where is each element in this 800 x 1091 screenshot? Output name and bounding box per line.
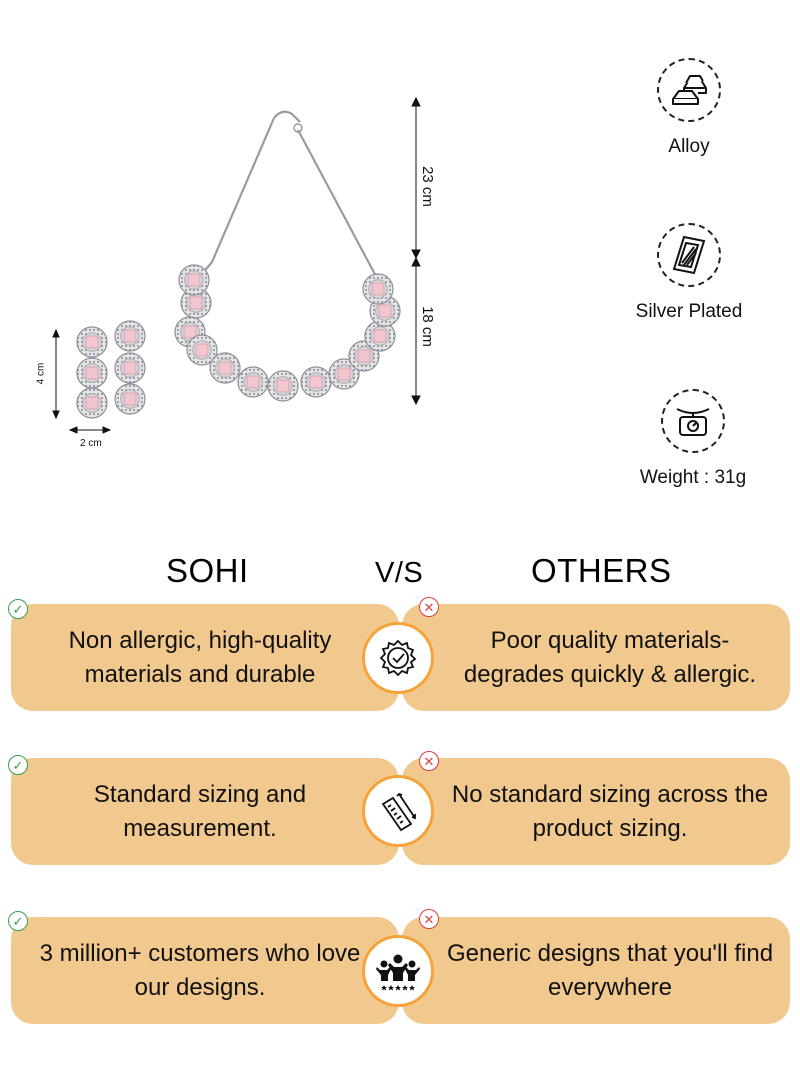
cross-icon: ✕ bbox=[419, 909, 439, 929]
necklace-bottom-dimension: 18 cm bbox=[418, 306, 436, 347]
feature-weight: Weight : 31g bbox=[603, 389, 783, 489]
gem-stone bbox=[209, 352, 241, 384]
check-icon: ✓ bbox=[8, 911, 28, 931]
gem-stone bbox=[237, 366, 269, 398]
cross-icon: ✕ bbox=[419, 751, 439, 771]
gem-stone bbox=[186, 334, 218, 366]
others-card: No standard sizing across the product si… bbox=[402, 758, 790, 865]
earrings bbox=[76, 320, 146, 419]
gem-stone bbox=[364, 320, 396, 352]
gem-stone bbox=[114, 320, 146, 352]
gem-stone bbox=[114, 352, 146, 384]
check-icon: ✓ bbox=[8, 599, 28, 619]
sohi-card: Standard sizing and measurement. bbox=[11, 758, 399, 865]
gem-stone bbox=[76, 387, 108, 419]
necklace-top-dimension: 23 cm bbox=[418, 166, 436, 207]
gem-stone bbox=[114, 383, 146, 415]
sohi-card: 3 million+ customers who love our design… bbox=[11, 917, 399, 1024]
others-text: Poor quality materials-degrades quickly … bbox=[463, 626, 757, 688]
dimension-lines bbox=[52, 96, 421, 434]
weighing-scale-icon bbox=[661, 389, 725, 453]
gem-stone bbox=[178, 264, 210, 296]
gem-stone bbox=[76, 326, 108, 358]
feature-label: Alloy bbox=[668, 136, 710, 157]
earring-height-dimension: 4 cm bbox=[35, 362, 47, 385]
feature-alloy: Alloy bbox=[599, 58, 779, 158]
gem-stone bbox=[76, 357, 108, 389]
sohi-text: Non allergic, high-quality materials and… bbox=[68, 626, 332, 688]
check-icon: ✓ bbox=[8, 755, 28, 775]
metal-bars-icon bbox=[657, 58, 721, 122]
gem-stone bbox=[267, 370, 299, 402]
brand-heading: SOHI bbox=[166, 552, 249, 589]
earring-width-dimension: 2 cm bbox=[80, 438, 102, 449]
gem-stone bbox=[180, 287, 212, 319]
sohi-card: Non allergic, high-quality materials and… bbox=[11, 604, 399, 711]
others-text: Generic designs that you'll find everywh… bbox=[446, 939, 774, 1001]
versus-heading: V/S bbox=[375, 557, 424, 589]
others-card: Generic designs that you'll find everywh… bbox=[402, 917, 790, 1024]
sohi-text: Standard sizing and measurement. bbox=[93, 780, 307, 842]
cross-icon: ✕ bbox=[419, 597, 439, 617]
quality-badge-icon bbox=[362, 622, 434, 694]
gem-stone bbox=[300, 366, 332, 398]
sohi-text: 3 million+ customers who love our design… bbox=[39, 939, 361, 1001]
feature-label: Silver Plated bbox=[635, 301, 743, 322]
necklace-chain bbox=[189, 110, 379, 289]
happy-customers-icon bbox=[362, 935, 434, 1007]
feature-label: Weight : 31g bbox=[639, 467, 747, 488]
gem-stone bbox=[328, 358, 360, 390]
plated-sheet-icon bbox=[657, 223, 721, 287]
feature-silver-plated: Silver Plated bbox=[599, 223, 779, 323]
others-card: Poor quality materials-degrades quickly … bbox=[402, 604, 790, 711]
gem-stone bbox=[362, 273, 394, 305]
ruler-icon bbox=[362, 775, 434, 847]
others-heading: OTHERS bbox=[531, 552, 672, 589]
product-image bbox=[52, 96, 421, 434]
necklace-stones bbox=[174, 264, 401, 402]
others-text: No standard sizing across the product si… bbox=[451, 780, 769, 842]
